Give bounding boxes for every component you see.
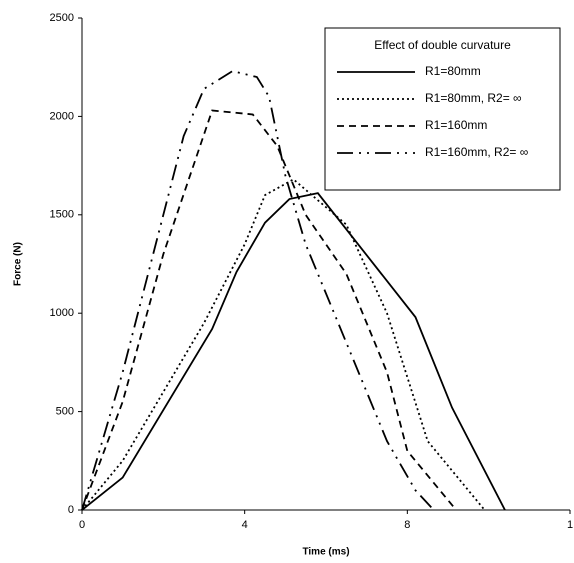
y-tick-label: 1000 xyxy=(50,307,74,319)
y-tick-label: 500 xyxy=(56,406,74,418)
legend-label: R1=80mm xyxy=(425,64,481,78)
x-axis-label: Time (ms) xyxy=(302,547,349,558)
legend-label: R1=160mm, R2= ∞ xyxy=(425,145,528,159)
y-tick-label: 2000 xyxy=(50,110,74,122)
x-tick-label: 0 xyxy=(79,519,85,531)
y-axis-label: Force (N) xyxy=(13,242,24,286)
legend-title: Effect of double curvature xyxy=(374,38,511,52)
x-tick-label: 8 xyxy=(404,519,410,531)
legend-label: R1=80mm, R2= ∞ xyxy=(425,91,522,105)
x-tick-label: 1 xyxy=(567,519,573,531)
y-tick-label: 0 xyxy=(68,504,74,516)
series-line xyxy=(81,178,486,511)
y-tick-label: 1500 xyxy=(50,209,74,221)
legend-label: R1=160mm xyxy=(425,118,487,132)
x-tick-label: 4 xyxy=(242,519,248,531)
series-line xyxy=(81,192,506,511)
legend-box xyxy=(324,27,561,191)
series-line xyxy=(81,70,435,511)
y-tick-label: 2500 xyxy=(50,12,74,24)
series-line xyxy=(81,109,457,511)
